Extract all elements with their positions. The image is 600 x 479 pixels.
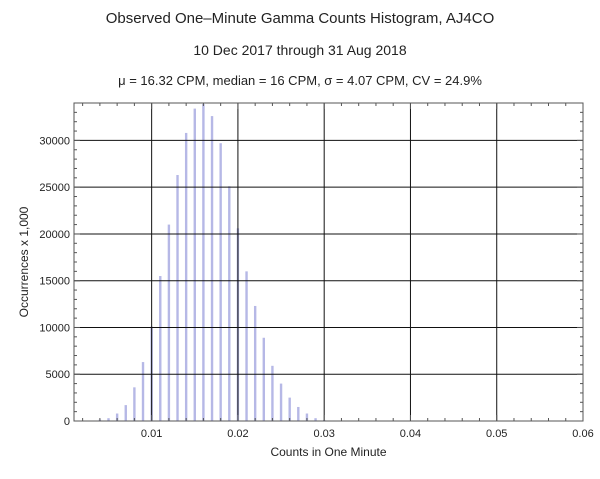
y-tick-label: 10000 <box>39 322 70 334</box>
histogram-bar <box>262 337 265 421</box>
histogram-bar <box>159 276 162 421</box>
x-tick-label: 0.02 <box>227 428 248 440</box>
y-axis-label: Occurrences x 1,000 <box>17 206 31 317</box>
histogram-bar <box>219 143 222 421</box>
histogram-bar <box>288 397 291 421</box>
y-tick-label: 25000 <box>39 182 70 194</box>
plot-frame <box>73 102 584 422</box>
histogram-bar <box>176 175 179 421</box>
histogram-bar <box>184 132 188 421</box>
histogram-bar <box>141 362 145 421</box>
chart-subtitle: 10 Dec 2017 through 31 Aug 2018 <box>193 42 407 58</box>
y-tick-label: 5000 <box>46 369 70 381</box>
histogram-bar <box>193 108 196 422</box>
x-tick-label: 0.01 <box>141 428 162 440</box>
histogram-bar <box>133 387 136 421</box>
x-tick-label: 0.03 <box>313 428 334 440</box>
histogram-bar <box>202 103 205 421</box>
histogram-bar <box>210 116 214 421</box>
y-tick-label: 20000 <box>39 229 70 241</box>
grid-lines <box>74 103 584 421</box>
histogram-bar <box>271 365 274 421</box>
histogram-bar <box>124 405 127 421</box>
x-tick-label: 0.04 <box>400 428 421 440</box>
histogram-bar <box>245 271 248 421</box>
histogram-bar <box>115 413 119 421</box>
x-tick-label: 0.06 <box>572 428 593 440</box>
histogram-bar <box>314 418 317 421</box>
y-tick-label: 30000 <box>39 135 70 147</box>
histogram-bars <box>90 103 326 422</box>
histogram-bar <box>107 418 110 421</box>
x-tick-label: 0.05 <box>486 428 507 440</box>
y-tick-label: 0 <box>64 416 70 428</box>
histogram-bar <box>297 406 300 421</box>
histogram-bar <box>279 383 283 421</box>
histogram-bar <box>167 224 171 421</box>
chart-stats: μ = 16.32 CPM, median = 16 CPM, σ = 4.07… <box>118 73 482 88</box>
y-tick-label: 15000 <box>39 276 70 288</box>
x-axis-label: Counts in One Minute <box>270 445 386 459</box>
histogram-bar <box>253 305 257 421</box>
histogram-bar <box>228 186 231 421</box>
chart-title: Observed One–Minute Gamma Counts Histogr… <box>105 10 495 27</box>
histogram-bar <box>305 413 309 421</box>
y-axis-ticks: 0 5000 10000 15000 20000 25000 30000 <box>39 102 583 428</box>
x-axis-ticks: 0.01 0.02 0.03 0.04 0.05 0.06 <box>82 103 594 440</box>
